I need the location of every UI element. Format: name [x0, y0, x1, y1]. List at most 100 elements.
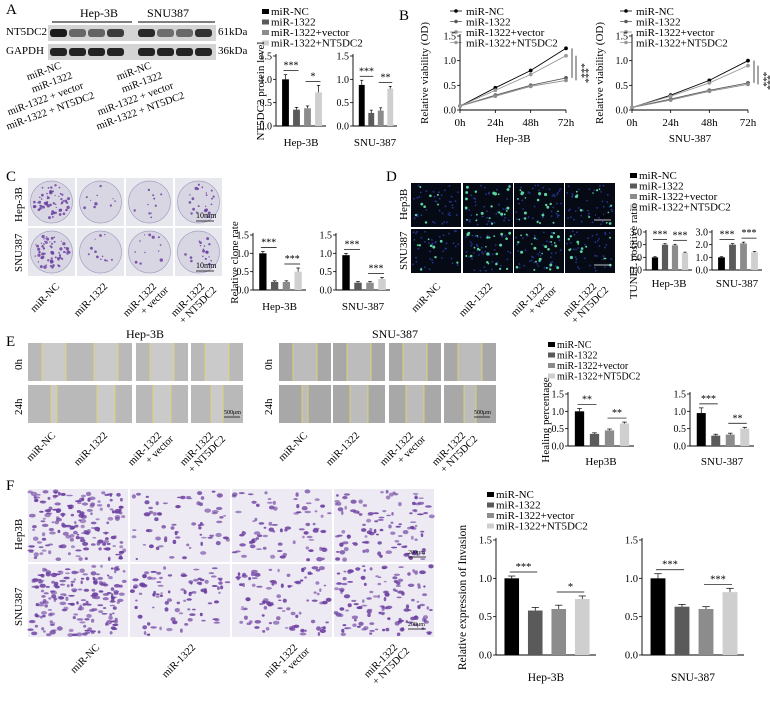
tunel-positive-cell — [420, 202, 424, 206]
transwell-cell — [251, 500, 257, 504]
transwell-cell — [97, 539, 104, 544]
transwell-cell — [69, 537, 74, 542]
tunel-nucleus — [605, 244, 608, 246]
transwell-cell — [259, 602, 263, 606]
tunel-nucleus — [610, 258, 612, 260]
transwell-cell — [42, 517, 46, 520]
tunel-nucleus — [474, 204, 477, 207]
tunel-nucleus — [415, 260, 418, 263]
colony-dot — [189, 256, 193, 259]
y-tick-label: 1.0 — [479, 574, 492, 585]
colony-dot — [93, 205, 96, 209]
transwell-cell — [398, 535, 403, 537]
legend-b-label: miR-1322+NT5DC2 — [466, 38, 558, 50]
transwell-cell — [325, 597, 332, 602]
tunel-nucleus — [468, 255, 470, 258]
transwell-cell — [160, 592, 163, 595]
transwell-cell — [369, 622, 375, 625]
transwell-cell — [394, 621, 400, 626]
tunel-image — [411, 183, 461, 227]
tunel-nucleus — [424, 241, 426, 243]
y-tick-label: 1.0 — [630, 253, 643, 264]
legend-b-label: miR-NC — [636, 6, 674, 18]
y-tick-label: 0.5 — [616, 81, 629, 92]
tunel-nucleus — [507, 250, 509, 253]
transwell-cell — [91, 608, 98, 612]
transwell-cell — [91, 592, 99, 597]
tunel-nucleus — [539, 254, 542, 257]
x-tick-label: 24h — [487, 117, 504, 129]
transwell-cell — [270, 554, 276, 559]
transwell-cell — [347, 581, 354, 583]
data-point — [707, 89, 712, 94]
tunel-nucleus — [606, 201, 608, 203]
legend-e-swatch — [548, 352, 555, 358]
transwell-cell — [321, 626, 325, 629]
transwell-cell — [321, 600, 328, 605]
transwell-cell — [411, 598, 415, 602]
transwell-cell — [193, 568, 200, 571]
tunel-col-label: miR-1322+ NT5DC2 — [561, 277, 611, 327]
wound-col-label: miR-NC — [25, 430, 58, 463]
colony-row-label-snu387: SNU387 — [13, 233, 25, 272]
y-tick-label: 0.0 — [696, 266, 709, 277]
tunel-nucleus — [531, 187, 534, 190]
data-point — [528, 68, 533, 73]
transwell-cell — [336, 501, 342, 506]
blot-band-nt5dc2 — [69, 29, 86, 37]
legend-b-marker — [624, 40, 628, 45]
transwell-cell — [113, 584, 121, 588]
tunel-nucleus — [486, 234, 489, 237]
tunel-nucleus — [434, 200, 437, 203]
colony-scale-label: 10mm — [196, 211, 217, 220]
transwell-cell — [182, 556, 187, 560]
transwell-cell — [34, 613, 39, 617]
blot-band-gapdh — [50, 48, 67, 56]
legend-b-marker — [454, 19, 458, 24]
transwell-cell — [102, 597, 109, 601]
transwell-cell — [50, 572, 58, 578]
transwell-cell — [414, 496, 419, 499]
transwell-cell — [142, 543, 147, 546]
tunel-positive-cell — [610, 204, 613, 207]
transwell-cell — [45, 633, 52, 637]
transwell-cell — [347, 603, 352, 608]
transwell-cell — [344, 505, 348, 510]
transwell-cell — [377, 582, 382, 586]
transwell-cell — [65, 535, 71, 539]
tunel-positive-cell — [546, 205, 550, 209]
tunel-positive-cell — [491, 222, 494, 225]
transwell-cell — [364, 535, 368, 538]
colony-dot — [41, 252, 45, 256]
colony-dot — [62, 212, 66, 215]
colony-dot — [39, 207, 42, 210]
wound-gap — [293, 343, 317, 381]
tunel-nucleus — [575, 258, 578, 261]
transwell-cell — [396, 596, 402, 599]
tunel-positive-cell — [418, 244, 421, 247]
transwell-cell — [306, 599, 310, 602]
transwell-cell — [95, 573, 100, 576]
transwell-cell — [290, 611, 296, 616]
transwell-cell — [174, 530, 179, 534]
transwell-cell — [429, 609, 433, 611]
transwell-cell — [38, 546, 44, 549]
data-point — [564, 53, 568, 58]
colony-dot — [144, 234, 146, 236]
transwell-cell — [48, 543, 54, 546]
y-tick-label: 3.0 — [696, 228, 709, 239]
transwell-cell — [381, 608, 385, 611]
transwell-cell — [163, 566, 167, 570]
tunel-nucleus — [556, 193, 558, 196]
tunel-nucleus — [518, 266, 521, 269]
colony-dot — [210, 259, 212, 262]
bar — [358, 84, 365, 126]
transwell-cell — [213, 600, 220, 604]
tunel-nucleus — [455, 214, 458, 217]
tunel-nucleus — [556, 192, 559, 194]
transwell-cell — [341, 510, 344, 515]
transwell-cell — [155, 595, 160, 598]
transwell-cell — [79, 511, 85, 516]
transwell-cell — [358, 605, 363, 610]
tunel-nucleus — [594, 266, 596, 269]
